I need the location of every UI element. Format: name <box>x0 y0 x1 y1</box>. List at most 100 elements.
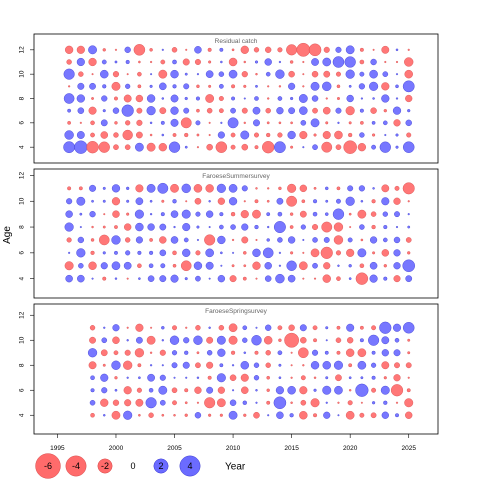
residual-bubble <box>402 141 415 153</box>
residual-bubble <box>114 96 118 101</box>
residual-bubble <box>219 224 224 230</box>
residual-bubble <box>123 410 133 420</box>
residual-bubble <box>68 251 71 254</box>
residual-bubble <box>254 60 259 64</box>
residual-bubble <box>407 338 411 342</box>
residual-bubble <box>255 389 258 392</box>
residual-bubble <box>89 336 96 344</box>
residual-bubble <box>290 121 293 125</box>
residual-bubble <box>146 94 156 103</box>
residual-bubble <box>243 351 247 355</box>
residual-bubble <box>217 348 226 357</box>
residual-bubble <box>208 133 211 137</box>
residual-bubble <box>379 321 392 334</box>
residual-bubble <box>231 364 235 367</box>
residual-bubble <box>335 107 342 114</box>
residual-bubble <box>170 210 179 218</box>
residual-bubble <box>171 387 178 394</box>
residual-bubble <box>145 397 157 409</box>
residual-bubble <box>196 73 199 76</box>
residual-bubble <box>384 133 387 137</box>
residual-bubble <box>381 249 390 257</box>
residual-bubble <box>220 264 223 267</box>
residual-bubble <box>181 209 191 219</box>
residual-bubble <box>379 141 391 153</box>
residual-bubble <box>402 259 415 273</box>
residual-bubble <box>243 413 247 417</box>
residual-bubble <box>383 237 388 243</box>
residual-bubble <box>335 337 342 343</box>
residual-bubble <box>266 199 270 203</box>
residual-bubble <box>333 360 343 370</box>
residual-bubble <box>228 323 238 333</box>
residual-bubble <box>182 248 191 257</box>
residual-bubble <box>207 375 212 380</box>
residual-bubble <box>114 250 118 255</box>
residual-bubble <box>205 261 214 270</box>
residual-bubble <box>312 144 318 151</box>
residual-bubble <box>278 121 282 125</box>
residual-bubble <box>266 400 271 405</box>
residual-bubble <box>287 130 296 140</box>
residual-bubble <box>240 210 249 219</box>
residual-bubble <box>184 96 188 101</box>
residual-bubble <box>172 250 177 256</box>
residual-bubble <box>243 97 246 100</box>
residual-bubble <box>355 272 369 285</box>
residual-bubble <box>208 413 212 417</box>
residual-bubble <box>230 107 236 114</box>
residual-bubble <box>332 56 345 68</box>
residual-bubble <box>405 275 413 282</box>
residual-bubble <box>77 82 85 90</box>
residual-bubble <box>149 351 153 354</box>
residual-bubble <box>114 388 118 392</box>
residual-bubble <box>336 276 341 281</box>
residual-bubble <box>101 387 108 394</box>
residual-bubble <box>193 261 203 270</box>
residual-bubble <box>172 84 177 89</box>
residual-bubble <box>275 273 285 284</box>
x-axis-title: Year <box>225 462 246 473</box>
panel-title: FaroeseSummersurvey <box>202 173 270 180</box>
residual-bubble <box>123 386 132 395</box>
residual-bubble <box>310 398 320 408</box>
residual-bubble <box>313 133 317 137</box>
residual-bubble <box>196 146 199 149</box>
residual-bubble <box>123 94 132 103</box>
residual-bubble <box>274 141 286 154</box>
residual-bubble <box>135 236 143 244</box>
residual-bubble <box>123 360 133 370</box>
residual-bubble <box>299 411 308 420</box>
residual-bubble <box>68 85 71 88</box>
residual-bubble <box>79 226 82 229</box>
residual-bubble <box>255 238 258 241</box>
residual-bubble <box>88 57 97 67</box>
residual-bubble <box>312 237 318 243</box>
residual-bubble <box>63 93 75 104</box>
residual-bubble <box>219 413 223 417</box>
residual-bubble <box>126 186 130 190</box>
residual-bubble <box>172 325 177 331</box>
residual-bubble <box>63 141 75 154</box>
residual-bubble <box>159 223 167 231</box>
residual-bubble <box>321 221 333 233</box>
residual-bubble <box>312 349 319 356</box>
panel-title: FaroeseSpringsurvey <box>205 308 268 315</box>
residual-bubble <box>195 275 201 282</box>
residual-bubble <box>194 386 202 394</box>
residual-bubble <box>208 60 212 64</box>
residual-bubble <box>286 195 298 207</box>
residual-bubble <box>181 183 191 194</box>
residual-bubble <box>357 209 367 219</box>
residual-bubble <box>161 413 165 417</box>
residual-bubble <box>371 375 376 380</box>
residual-bubble <box>204 397 216 409</box>
residual-bubble <box>240 130 250 140</box>
residual-bubble <box>243 60 246 64</box>
residual-bubble <box>243 200 246 203</box>
residual-bubble <box>208 226 211 229</box>
residual-bubble <box>86 141 99 154</box>
residual-bubble <box>381 197 390 206</box>
residual-bubble <box>90 388 95 393</box>
residual-bubble <box>337 121 340 124</box>
